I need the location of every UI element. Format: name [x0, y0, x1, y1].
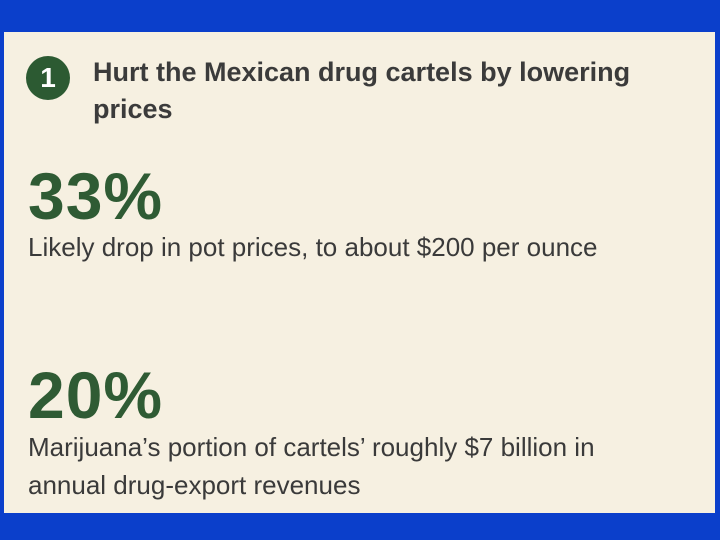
slide-frame-bottom [0, 513, 720, 540]
content-panel [4, 32, 715, 513]
slide-frame-right [715, 32, 720, 513]
slide-frame-left [0, 32, 4, 513]
stat-value-price-drop: 33% [28, 159, 164, 233]
section-heading: Hurt the Mexican drug cartels by lowerin… [93, 57, 631, 124]
slide-frame-top [0, 0, 720, 32]
stat-value-marijuana-share: 20% [28, 358, 164, 432]
stat-description-price-drop: Likely drop in pot prices, to about $200… [28, 232, 598, 262]
stat-description-marijuana-share: Marijuana’s portion of cartels’ roughly … [28, 432, 595, 500]
section-number-badge: 1 [26, 56, 70, 100]
